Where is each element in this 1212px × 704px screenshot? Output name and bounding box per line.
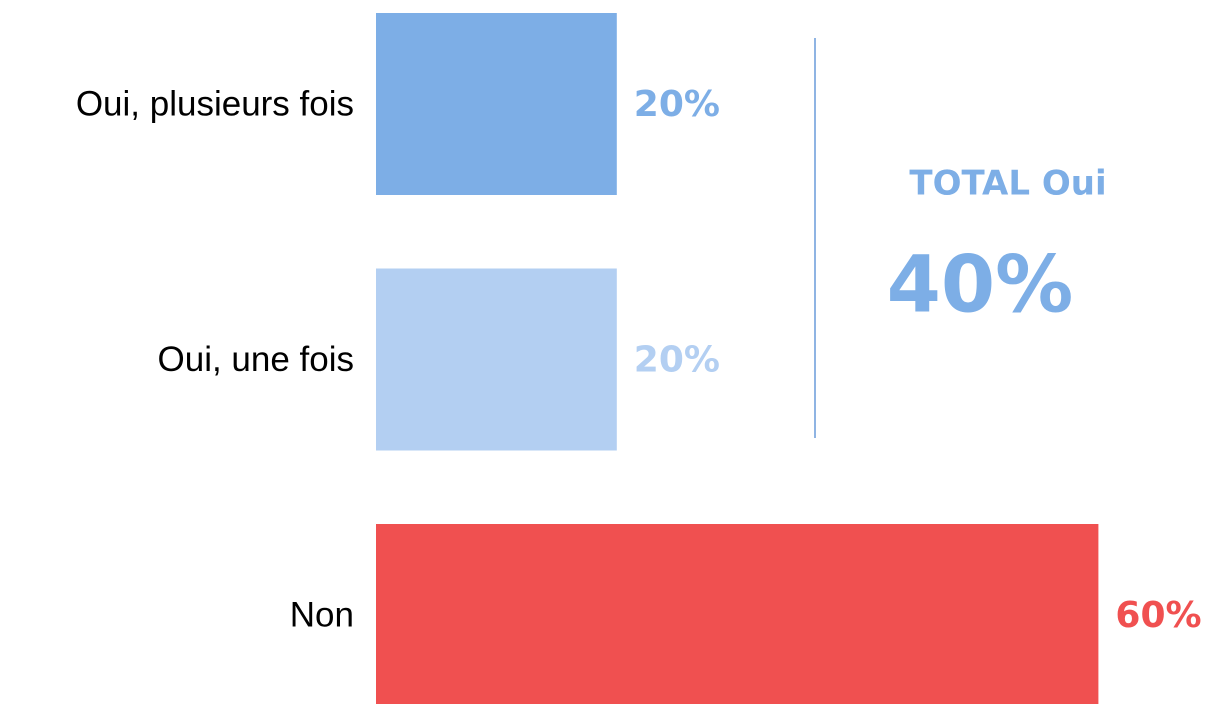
bar <box>376 13 617 195</box>
value-label: 60% <box>1115 595 1201 636</box>
category-label: Non <box>290 595 354 634</box>
bar <box>376 524 1099 704</box>
value-label: 20% <box>634 340 720 381</box>
category-label: Oui, plusieurs fois <box>76 84 354 123</box>
value-label: 20% <box>634 84 720 125</box>
category-label: Oui, une fois <box>158 340 355 379</box>
annotation-title: TOTAL Oui <box>909 164 1106 204</box>
annotation-value: 40% <box>887 240 1074 330</box>
bar <box>376 268 617 451</box>
